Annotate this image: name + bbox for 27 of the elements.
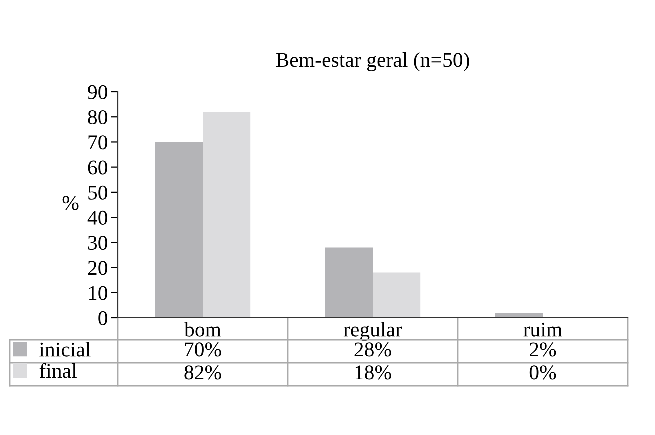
data-label: 2% — [530, 342, 556, 357]
bar — [155, 142, 203, 318]
x-tick-label: bom — [184, 322, 222, 337]
bar — [373, 272, 421, 318]
y-tick-label: 30 — [88, 236, 108, 250]
bar — [203, 112, 251, 318]
data-label: 0% — [530, 366, 556, 380]
legend-label: inicial — [40, 342, 91, 357]
y-tick-label: 70 — [88, 136, 108, 150]
y-tick-label: 50 — [88, 186, 108, 200]
x-tick-label: regular — [344, 322, 402, 342]
data-label: 28% — [354, 342, 392, 357]
legend-label: final — [40, 363, 77, 378]
data-label: 70% — [185, 342, 222, 357]
y-axis-title: % — [62, 196, 79, 210]
y-tick-label: 10 — [89, 286, 108, 300]
y-tick-label: 20 — [88, 261, 108, 276]
data-label: 82% — [184, 366, 222, 380]
y-tick-label: 40 — [88, 210, 108, 225]
chart-title: Bem-estar geral (n=50) — [276, 52, 470, 72]
bar — [325, 248, 373, 318]
x-tick-label: ruim — [524, 322, 562, 337]
y-tick-label: 90 — [88, 85, 108, 100]
data-label: 18% — [356, 366, 392, 380]
y-tick-label: 80 — [88, 110, 108, 125]
y-tick-label: 0 — [98, 311, 108, 326]
y-tick-label: 60 — [88, 160, 108, 175]
